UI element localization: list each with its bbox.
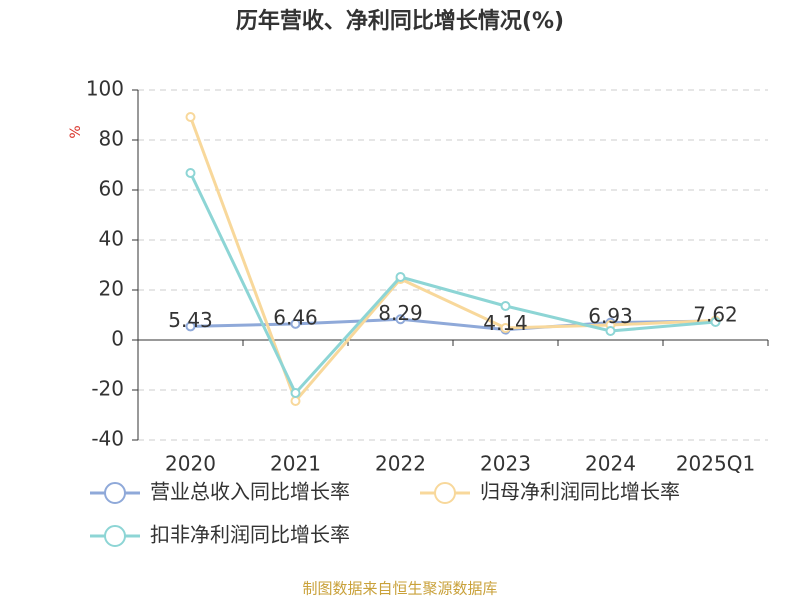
y-tick-label: 60 — [99, 177, 124, 201]
x-tick-label: 2021 — [270, 452, 321, 476]
y-tick-label: 0 — [111, 327, 124, 351]
data-label: 6.46 — [273, 305, 318, 329]
legend-label: 营业总收入同比增长率 — [150, 480, 350, 504]
data-point — [185, 168, 196, 178]
legend-marker — [104, 482, 126, 504]
y-tick-label: 80 — [99, 127, 124, 151]
data-label: 8.29 — [378, 301, 423, 325]
data-point — [185, 112, 196, 122]
y-tick-label: 20 — [99, 277, 124, 301]
y-tick-label: -20 — [91, 377, 124, 401]
data-point — [290, 318, 301, 329]
data-point — [290, 388, 301, 398]
data-point — [500, 301, 511, 311]
x-tick-label: 2024 — [585, 452, 636, 476]
data-point — [290, 396, 301, 406]
series-line — [189, 116, 716, 404]
legend-marker — [434, 482, 456, 504]
y-tick-label: 40 — [99, 227, 124, 251]
x-tick-label: 2023 — [480, 452, 531, 476]
data-point — [185, 321, 196, 332]
y-axis-unit: % — [68, 125, 84, 138]
legend-label: 扣非净利润同比增长率 — [150, 523, 350, 547]
data-label: 5.43 — [168, 308, 213, 332]
x-tick-label: 2022 — [375, 452, 426, 476]
data-label: 6.93 — [588, 304, 633, 328]
legend-label: 归母净利润同比增长率 — [480, 480, 680, 504]
data-label: 7.62 — [693, 302, 738, 326]
y-tick-label: 100 — [86, 77, 124, 101]
series-line — [189, 172, 716, 396]
chart-title: 历年营收、净利同比增长情况(%) — [236, 8, 564, 34]
legend-marker — [104, 525, 126, 547]
data-label: 4.14 — [483, 311, 528, 335]
data-point — [500, 323, 511, 333]
source-note: 制图数据来自恒生聚源数据库 — [302, 580, 497, 598]
series-line — [190, 317, 716, 332]
data-point — [395, 314, 406, 325]
data-point — [395, 272, 406, 282]
y-tick-label: -40 — [91, 427, 124, 451]
x-tick-label: 2020 — [165, 452, 216, 476]
data-point — [605, 326, 616, 336]
data-point — [710, 317, 721, 327]
x-tick-label: 2025Q1 — [676, 452, 755, 476]
